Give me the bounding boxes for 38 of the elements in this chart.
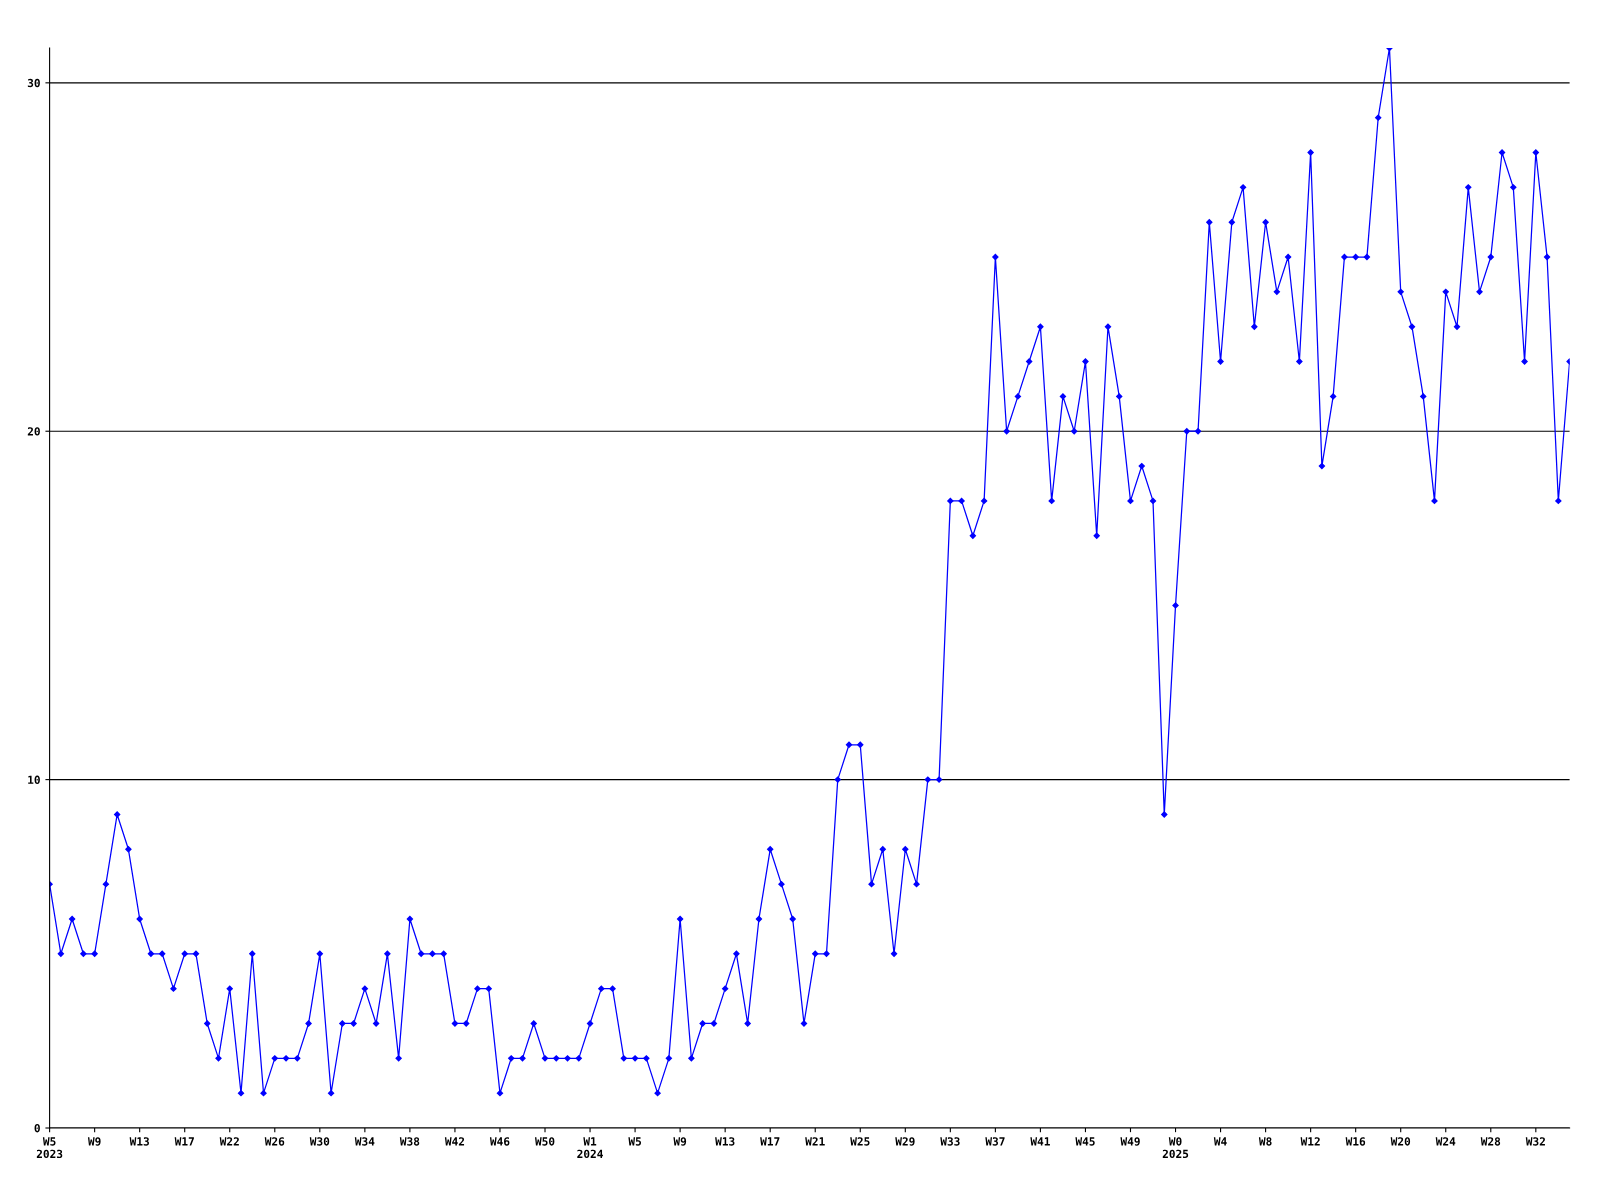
x-tick-label: W50 <box>534 1137 555 1146</box>
x-tick-label: W29 <box>895 1137 915 1146</box>
x-tick-label: W9 <box>673 1137 687 1146</box>
x-tick-label: W28 <box>1480 1137 1501 1146</box>
x-tick-label: W33 <box>940 1137 960 1146</box>
x-tick-label: W17 <box>760 1137 780 1146</box>
y-tick-label: 10 <box>28 775 40 784</box>
x-tick-label: W22 <box>219 1137 239 1146</box>
x-tick-label: W20 <box>1390 1137 1411 1146</box>
x-tick-label: W4 <box>1213 1137 1227 1146</box>
y-tick-label: 0 <box>34 1123 40 1133</box>
x-tick-label: W1 2024 <box>577 1137 603 1159</box>
x-tick-label: W24 <box>1435 1137 1456 1146</box>
x-tick-label: W49 <box>1120 1137 1140 1146</box>
x-tick-label: W34 <box>354 1137 375 1146</box>
x-tick-label: W30 <box>309 1137 330 1146</box>
x-tick-label: W37 <box>985 1137 1005 1146</box>
x-tick-label: W16 <box>1345 1137 1366 1146</box>
x-tick-label: W26 <box>264 1137 285 1146</box>
x-tick-label: W38 <box>399 1137 420 1146</box>
x-tick-label: W32 <box>1525 1137 1545 1146</box>
x-tick-label: W0 2025 <box>1162 1137 1189 1159</box>
x-tick-label: W45 <box>1075 1137 1095 1146</box>
x-tick-label: W5 2023 <box>36 1137 63 1159</box>
x-tick-label: W13 <box>129 1137 149 1146</box>
y-tick-label: 20 <box>27 427 40 436</box>
x-tick-label: W9 <box>87 1137 101 1146</box>
x-tick-label: W12 <box>1300 1137 1320 1146</box>
x-tick-label: W5 <box>628 1137 642 1146</box>
x-tick-label: W17 <box>174 1137 194 1146</box>
x-tick-label: W13 <box>715 1137 735 1146</box>
y-tick-label: 30 <box>27 78 40 88</box>
x-tick-label: W8 <box>1258 1137 1272 1146</box>
x-tick-label: W46 <box>489 1137 510 1146</box>
x-tick-label: W41 <box>1030 1137 1050 1146</box>
x-tick-label: W42 <box>444 1137 465 1146</box>
x-tick-label: W21 <box>805 1137 825 1146</box>
x-tick-label: W25 <box>850 1137 870 1146</box>
